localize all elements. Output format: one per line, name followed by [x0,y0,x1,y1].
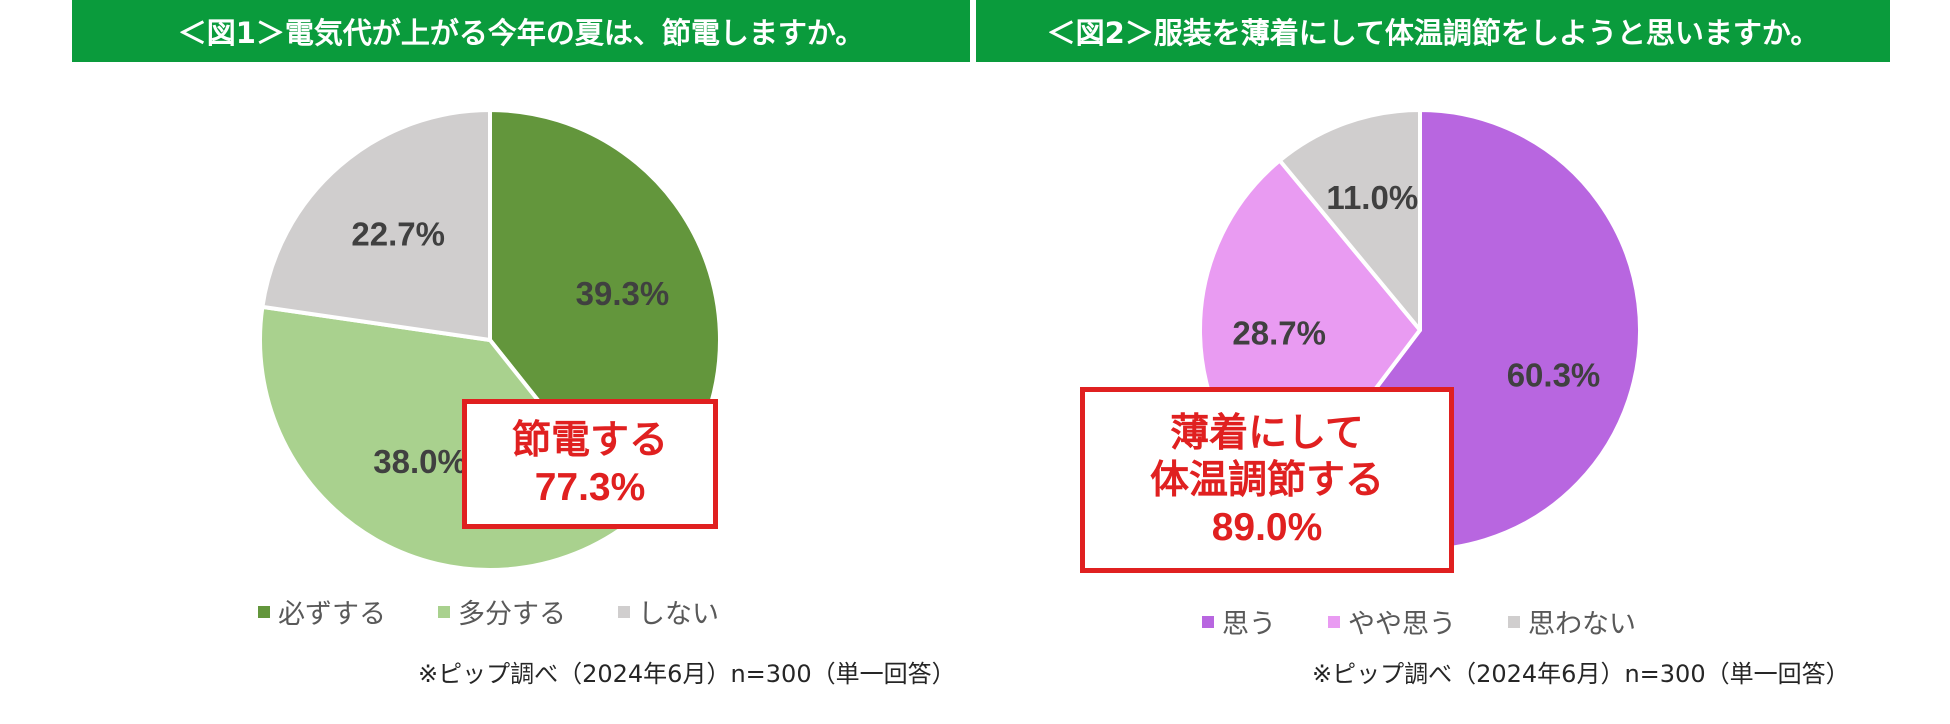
figure2-heading: ＜図2＞服装を薄着にして体温調節をしようと思いますか。 [976,0,1890,62]
legend-label: 必ずする [278,599,386,630]
legend-item: 多分する [438,592,566,631]
callout-1-line-1: 節電する [511,418,668,463]
figure1-heading: ＜図1＞電気代が上がる今年の夏は、節電しますか。 [72,0,970,62]
legend-2: 思う やや思う 思わない [1202,602,1636,641]
slice-value-label: 22.7% [351,215,445,252]
legend-swatch [438,605,450,618]
slice-value-label: 28.7% [1232,315,1326,352]
callout-box-2: 薄着にして 体温調節する 89.0% [1080,387,1454,573]
callout-2-line-1: 薄着にして [1170,410,1364,456]
legend-swatch [618,605,630,618]
legend-swatch [1202,615,1214,628]
slice-value-label: 38.0% [373,443,467,480]
callout-2-line-3: 89.0% [1211,505,1323,549]
callout-2-line-2: 体温調節する [1149,457,1384,503]
pie-slice [260,108,492,342]
legend-item: 思う [1202,602,1276,641]
legend-label: 多分する [458,599,566,630]
legend-item: 思わない [1508,602,1636,641]
legend-1: 必ずする 多分する しない [258,592,719,631]
legend-label: 思う [1222,609,1276,640]
slice-value-label: 60.3% [1507,356,1601,393]
legend-item: やや思う [1328,602,1456,641]
slice-value-label: 11.0% [1326,179,1418,216]
callout-1-line-2: 77.3% [534,466,646,509]
legend-swatch [258,605,270,618]
source-note-2: ※ピップ調べ（2024年6月）n=300（単一回答） [1312,660,1850,688]
legend-label: しない [638,599,719,630]
legend-swatch [1508,615,1520,628]
legend-item: 必ずする [258,592,386,631]
legend-swatch [1328,615,1340,628]
legend-item: しない [618,592,719,631]
slice-value-label: 39.3% [576,275,670,312]
legend-label: やや思う [1348,609,1456,640]
legend-label: 思わない [1528,609,1636,640]
callout-box-1: 節電する 77.3% [462,399,718,529]
source-note-1: ※ピップ調べ（2024年6月）n=300（単一回答） [418,660,956,688]
pie-slice [1277,108,1422,332]
